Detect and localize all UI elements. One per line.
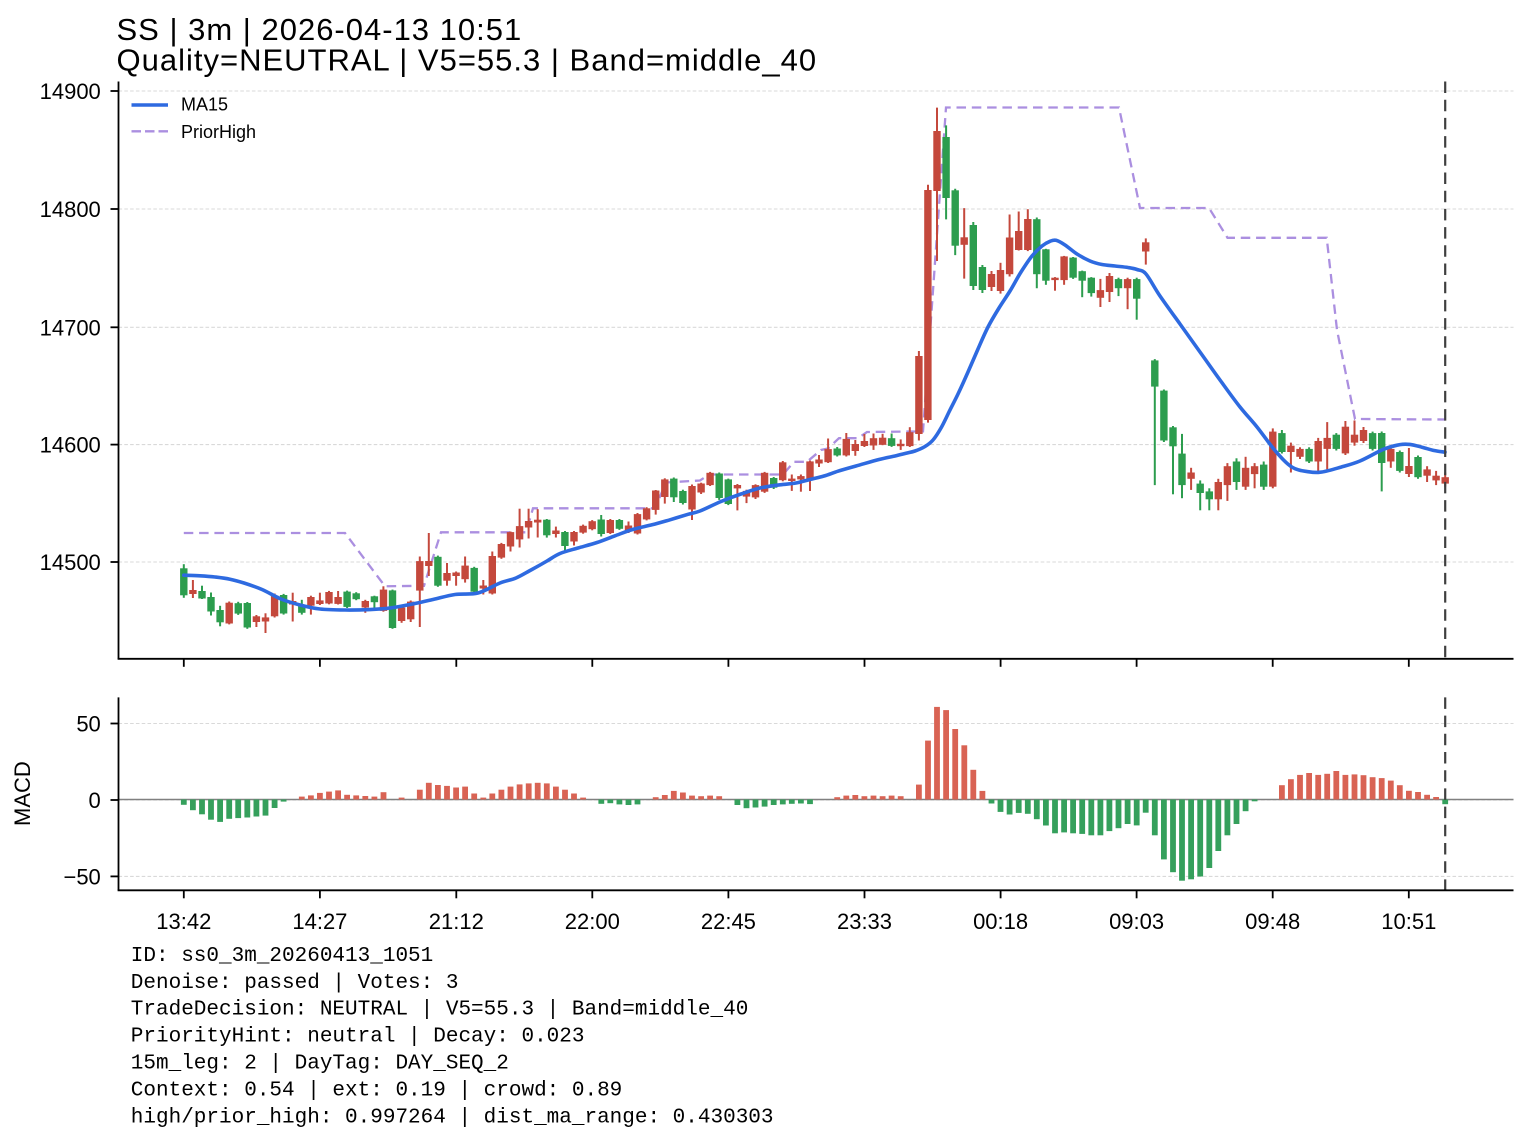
svg-text:MA15: MA15 — [181, 95, 228, 115]
svg-text:SS | 3m | 2026-04-13 10:51: SS | 3m | 2026-04-13 10:51 — [117, 12, 523, 47]
svg-text:MACD: MACD — [10, 761, 35, 826]
svg-text:14:27: 14:27 — [292, 909, 347, 934]
svg-text:ID: ss0_3m_20260413_1051: ID: ss0_3m_20260413_1051 — [131, 945, 433, 968]
svg-text:PriorHigh: PriorHigh — [181, 122, 256, 142]
svg-text:15m_leg: 2 | DayTag: DAY_SEQ_2: 15m_leg: 2 | DayTag: DAY_SEQ_2 — [131, 1053, 509, 1076]
svg-text:23:33: 23:33 — [837, 909, 892, 934]
svg-text:14600: 14600 — [40, 433, 101, 458]
svg-text:10:51: 10:51 — [1381, 909, 1436, 934]
svg-text:22:00: 22:00 — [565, 909, 620, 934]
svg-text:21:12: 21:12 — [429, 909, 484, 934]
svg-text:0: 0 — [89, 788, 101, 813]
svg-text:Context: 0.54 | ext: 0.19 | cr: Context: 0.54 | ext: 0.19 | crowd: 0.89 — [131, 1079, 622, 1102]
svg-text:Denoise: passed | Votes: 3: Denoise: passed | Votes: 3 — [131, 972, 459, 995]
svg-text:−50: −50 — [63, 864, 100, 889]
svg-text:PriorityHint: neutral | Decay:: PriorityHint: neutral | Decay: 0.023 — [131, 1026, 585, 1049]
svg-text:Quality=NEUTRAL | V5=55.3 | Ba: Quality=NEUTRAL | V5=55.3 | Band=middle_… — [117, 42, 818, 77]
svg-text:09:48: 09:48 — [1245, 909, 1300, 934]
svg-text:14800: 14800 — [40, 197, 101, 222]
svg-text:high/prior_high: 0.997264 | di: high/prior_high: 0.997264 | dist_ma_rang… — [131, 1106, 774, 1129]
svg-text:14500: 14500 — [40, 550, 101, 575]
svg-text:09:03: 09:03 — [1109, 909, 1164, 934]
svg-text:22:45: 22:45 — [701, 909, 756, 934]
svg-text:13:42: 13:42 — [156, 909, 211, 934]
svg-text:50: 50 — [76, 712, 100, 737]
svg-text:14700: 14700 — [40, 315, 101, 340]
svg-text:00:18: 00:18 — [973, 909, 1028, 934]
svg-text:14900: 14900 — [40, 79, 101, 104]
svg-text:TradeDecision: NEUTRAL | V5=55: TradeDecision: NEUTRAL | V5=55.3 | Band=… — [131, 999, 749, 1022]
